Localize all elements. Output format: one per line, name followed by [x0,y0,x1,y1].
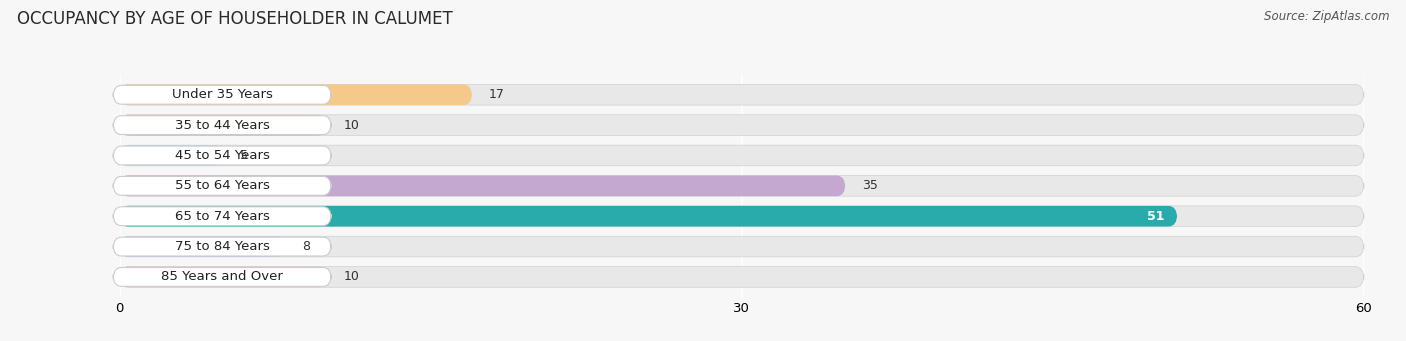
Text: 10: 10 [343,270,360,283]
FancyBboxPatch shape [114,146,330,165]
FancyBboxPatch shape [120,176,845,196]
Text: 51: 51 [1147,210,1164,223]
FancyBboxPatch shape [120,267,326,287]
Text: 10: 10 [343,119,360,132]
Text: 8: 8 [302,240,309,253]
FancyBboxPatch shape [120,206,1364,226]
FancyBboxPatch shape [120,85,1364,105]
Text: 5: 5 [240,149,247,162]
Text: 35: 35 [862,179,877,192]
Text: 65 to 74 Years: 65 to 74 Years [174,210,270,223]
FancyBboxPatch shape [114,85,330,104]
FancyBboxPatch shape [114,116,330,135]
FancyBboxPatch shape [114,176,330,195]
FancyBboxPatch shape [120,236,1364,257]
Text: Under 35 Years: Under 35 Years [172,88,273,101]
FancyBboxPatch shape [120,176,1364,196]
FancyBboxPatch shape [114,268,330,286]
FancyBboxPatch shape [120,236,285,257]
Text: 75 to 84 Years: 75 to 84 Years [174,240,270,253]
Text: OCCUPANCY BY AGE OF HOUSEHOLDER IN CALUMET: OCCUPANCY BY AGE OF HOUSEHOLDER IN CALUM… [17,10,453,28]
FancyBboxPatch shape [114,237,330,256]
Text: 85 Years and Over: 85 Years and Over [162,270,283,283]
FancyBboxPatch shape [114,207,330,226]
FancyBboxPatch shape [120,145,224,166]
FancyBboxPatch shape [120,145,1364,166]
Text: 35 to 44 Years: 35 to 44 Years [174,119,270,132]
FancyBboxPatch shape [120,206,1177,226]
Text: Source: ZipAtlas.com: Source: ZipAtlas.com [1264,10,1389,23]
Text: 45 to 54 Years: 45 to 54 Years [174,149,270,162]
Text: 55 to 64 Years: 55 to 64 Years [174,179,270,192]
Text: 17: 17 [489,88,505,101]
FancyBboxPatch shape [120,85,472,105]
FancyBboxPatch shape [120,267,1364,287]
FancyBboxPatch shape [120,115,326,135]
FancyBboxPatch shape [120,115,1364,135]
